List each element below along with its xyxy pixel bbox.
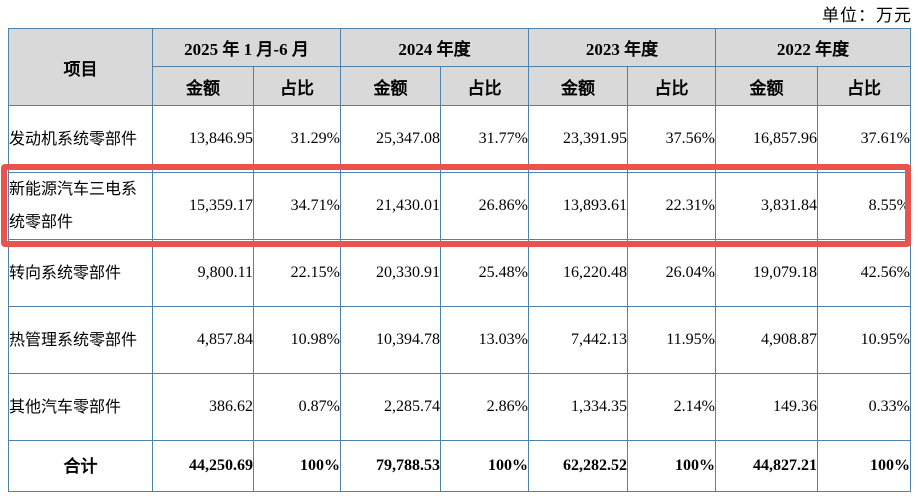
cell-ratio: 10.98% <box>253 306 341 374</box>
revenue-breakdown-table: 项目 2025 年 1 月-6 月 2024 年度 2023 年度 2022 年… <box>8 28 911 492</box>
cell-amount: 23,391.95 <box>528 105 628 173</box>
header-amount: 金额 <box>528 66 628 106</box>
cell-ratio: 100% <box>253 440 341 492</box>
table-row-other-auto-parts: 其他汽车零部件 386.62 0.87% 2,285.74 2.86% 1,33… <box>8 373 911 441</box>
header-period-2023: 2023 年度 <box>528 28 716 67</box>
header-ratio: 占比 <box>817 66 911 106</box>
cell-ratio: 2.86% <box>440 373 529 441</box>
row-label: 新能源汽车三电系统零部件 <box>8 172 153 240</box>
unit-label: 单位：万元 <box>822 6 912 25</box>
cell-ratio: 34.71% <box>253 172 341 240</box>
cell-ratio: 2.14% <box>627 373 716 441</box>
row-label: 转向系统零部件 <box>8 239 153 307</box>
cell-ratio: 100% <box>817 440 911 492</box>
cell-amount: 386.62 <box>152 373 254 441</box>
cell-ratio: 100% <box>627 440 716 492</box>
header-amount: 金额 <box>715 66 818 106</box>
cell-amount: 4,908.87 <box>715 306 818 374</box>
row-label: 发动机系统零部件 <box>8 105 153 173</box>
cell-ratio: 22.31% <box>627 172 716 240</box>
cell-ratio: 31.77% <box>440 105 529 173</box>
cell-amount: 13,893.61 <box>528 172 628 240</box>
cell-ratio: 37.61% <box>817 105 911 173</box>
header-period-2024: 2024 年度 <box>340 28 529 67</box>
cell-amount: 1,334.35 <box>528 373 628 441</box>
cell-ratio: 0.33% <box>817 373 911 441</box>
cell-ratio: 26.86% <box>440 172 529 240</box>
cell-amount: 10,394.78 <box>340 306 441 374</box>
table-row-thermal-management-parts: 热管理系统零部件 4,857.84 10.98% 10,394.78 13.03… <box>8 306 911 374</box>
cell-amount: 19,079.18 <box>715 239 818 307</box>
cell-ratio: 13.03% <box>440 306 529 374</box>
cell-amount: 62,282.52 <box>528 440 628 492</box>
cell-amount: 149.36 <box>715 373 818 441</box>
header-ratio: 占比 <box>440 66 529 106</box>
cell-ratio: 31.29% <box>253 105 341 173</box>
cell-ratio: 8.55% <box>817 172 911 240</box>
header-amount: 金额 <box>152 66 254 106</box>
cell-amount: 7,442.13 <box>528 306 628 374</box>
row-label: 其他汽车零部件 <box>8 373 153 441</box>
cell-ratio: 100% <box>440 440 529 492</box>
cell-ratio: 11.95% <box>627 306 716 374</box>
cell-amount: 79,788.53 <box>340 440 441 492</box>
cell-ratio: 42.56% <box>817 239 911 307</box>
cell-ratio: 25.48% <box>440 239 529 307</box>
cell-amount: 20,330.91 <box>340 239 441 307</box>
cell-ratio: 10.95% <box>817 306 911 374</box>
table-row-total: 合计 44,250.69 100% 79,788.53 100% 62,282.… <box>8 440 911 492</box>
cell-amount: 3,831.84 <box>715 172 818 240</box>
table-row-nev-three-electric-parts: 新能源汽车三电系统零部件 15,359.17 34.71% 21,430.01 … <box>8 172 911 240</box>
cell-ratio: 37.56% <box>627 105 716 173</box>
header-amount: 金额 <box>340 66 441 106</box>
cell-amount: 9,800.11 <box>152 239 254 307</box>
cell-amount: 25,347.08 <box>340 105 441 173</box>
cell-amount: 15,359.17 <box>152 172 254 240</box>
row-label: 热管理系统零部件 <box>8 306 153 374</box>
cell-amount: 21,430.01 <box>340 172 441 240</box>
header-ratio: 占比 <box>627 66 716 106</box>
table-row-engine-parts: 发动机系统零部件 13,846.95 31.29% 25,347.08 31.7… <box>8 105 911 173</box>
total-label: 合计 <box>8 440 153 492</box>
cell-amount: 13,846.95 <box>152 105 254 173</box>
cell-ratio: 0.87% <box>253 373 341 441</box>
header-period-2025: 2025 年 1 月-6 月 <box>152 28 341 67</box>
header-ratio: 占比 <box>253 66 341 106</box>
cell-amount: 44,827.21 <box>715 440 818 492</box>
table-row-steering-parts: 转向系统零部件 9,800.11 22.15% 20,330.91 25.48%… <box>8 239 911 307</box>
cell-amount: 16,857.96 <box>715 105 818 173</box>
cell-amount: 16,220.48 <box>528 239 628 307</box>
cell-amount: 2,285.74 <box>340 373 441 441</box>
cell-amount: 4,857.84 <box>152 306 254 374</box>
cell-ratio: 26.04% <box>627 239 716 307</box>
header-period-2022: 2022 年度 <box>715 28 911 67</box>
cell-amount: 44,250.69 <box>152 440 254 492</box>
corner-header: 项目 <box>8 28 153 106</box>
cell-ratio: 22.15% <box>253 239 341 307</box>
